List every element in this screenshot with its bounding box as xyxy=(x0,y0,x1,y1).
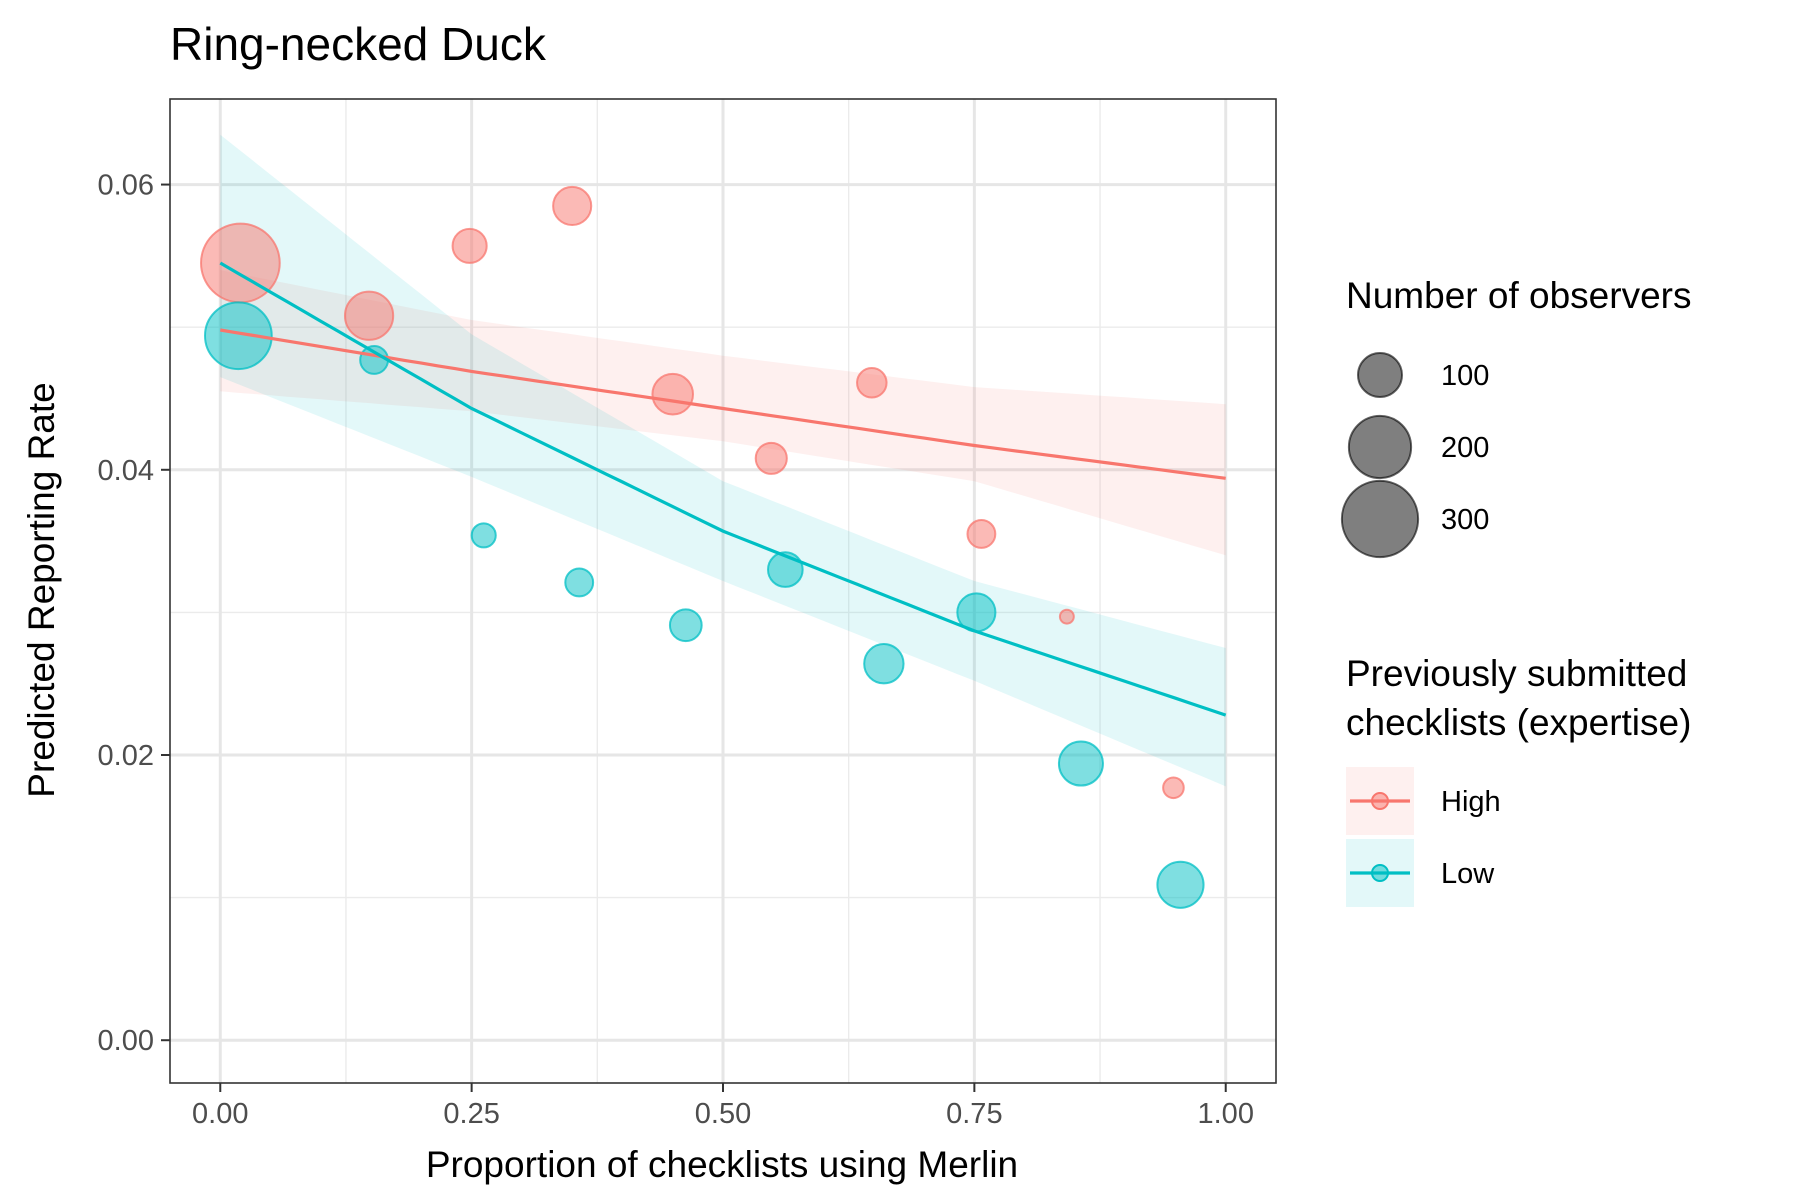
data-point-low xyxy=(668,608,703,643)
data-point-high xyxy=(856,367,888,399)
data-point-high xyxy=(552,185,593,227)
fit-line-low xyxy=(219,261,1227,717)
size-legend-label: 100 xyxy=(1441,360,1489,392)
y-tick-label: 0.04 xyxy=(98,455,154,487)
x-tick-label: 0.50 xyxy=(695,1098,751,1130)
size-legend: Number of observers 100 200 300 xyxy=(1340,275,1691,559)
chart-title: Ring-necked Duck xyxy=(170,18,547,70)
data-point-high xyxy=(343,290,395,341)
data-point-low xyxy=(863,643,905,685)
data-point-high xyxy=(1162,776,1185,800)
x-tick-label: 1.00 xyxy=(1198,1098,1254,1130)
size-legend-label: 300 xyxy=(1441,504,1489,536)
data-point-low xyxy=(470,522,497,549)
color-legend-title-line-2: checklists (expertise) xyxy=(1346,702,1691,743)
color-legend: Previously submitted checklists (experti… xyxy=(1346,653,1691,907)
confidence-band-high xyxy=(220,270,1226,556)
x-axis: 0.00 0.25 0.50 0.75 1.00 xyxy=(192,1083,1254,1130)
color-legend-label: High xyxy=(1441,786,1501,818)
x-tick-label: 0.75 xyxy=(946,1098,1002,1130)
y-tick-label: 0.00 xyxy=(98,1025,154,1057)
data-point-high xyxy=(451,227,488,264)
x-tick-label: 0.00 xyxy=(192,1098,248,1130)
data-point-high xyxy=(651,372,695,416)
data-points xyxy=(200,185,1205,909)
data-point-low xyxy=(204,301,273,371)
data-point-high xyxy=(754,441,788,475)
size-legend-label: 200 xyxy=(1441,432,1489,464)
y-tick-label: 0.02 xyxy=(98,740,154,772)
data-point-high xyxy=(966,519,997,549)
data-point-low xyxy=(1156,860,1205,909)
data-point-high xyxy=(1058,608,1075,625)
color-legend-point xyxy=(1371,864,1389,882)
fit-lines xyxy=(219,261,1227,717)
size-legend-symbol xyxy=(1340,479,1420,559)
y-tick-label: 0.06 xyxy=(98,170,154,202)
data-point-low xyxy=(1057,740,1104,787)
x-axis-label: Proportion of checklists using Merlin xyxy=(426,1144,1018,1185)
size-legend-symbol xyxy=(1357,352,1403,398)
color-legend-title-line-1: Previously submitted xyxy=(1346,653,1687,694)
data-point-low xyxy=(564,567,595,598)
size-legend-symbol xyxy=(1347,414,1413,480)
size-legend-title: Number of observers xyxy=(1346,275,1691,316)
y-axis: 0.00 0.02 0.04 0.06 xyxy=(98,170,170,1057)
y-axis-label: Predicted Reporting Rate xyxy=(21,382,62,797)
x-tick-label: 0.25 xyxy=(443,1098,499,1130)
plot-panel xyxy=(169,98,1277,1084)
color-legend-point xyxy=(1371,792,1389,810)
color-legend-label: Low xyxy=(1441,858,1495,890)
fit-line-high xyxy=(220,328,1226,480)
